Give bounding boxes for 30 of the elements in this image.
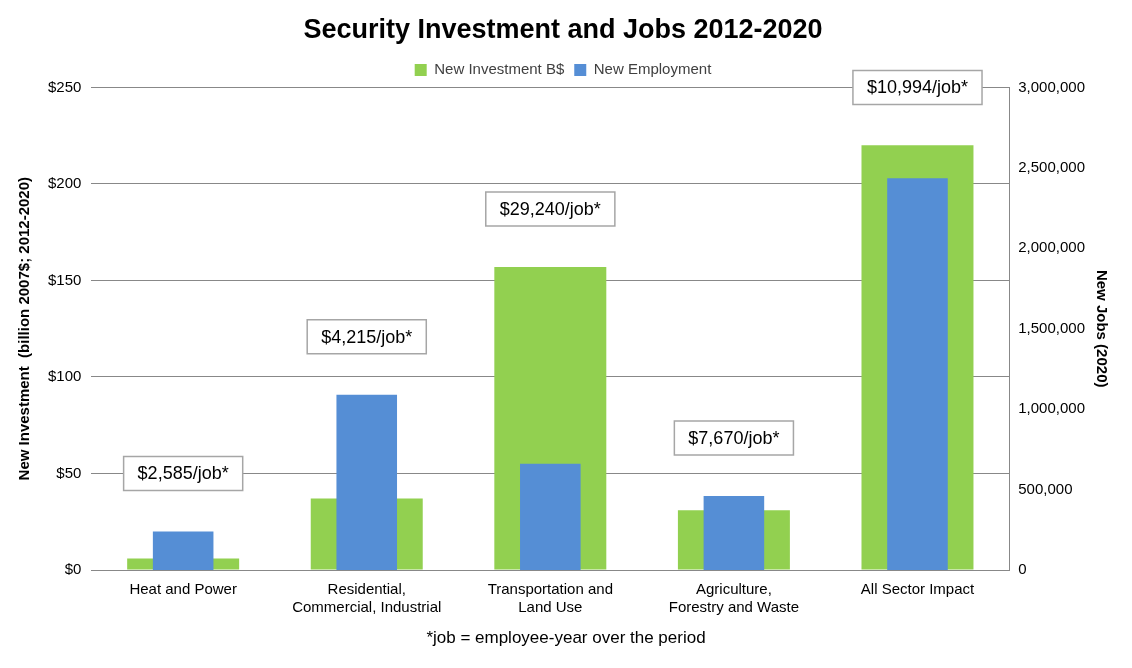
x-tick-label: Residential, Commercial, Industrial <box>292 580 442 616</box>
y-tick-label: $150 <box>47 270 82 288</box>
bar <box>520 463 581 570</box>
y-tick-label: $200 <box>47 174 82 192</box>
y2-tick-label: 3,000,000 <box>1018 77 1085 95</box>
legend-label: New Employment <box>593 60 713 78</box>
y-tick-label: $0 <box>64 560 82 578</box>
y-tick-label: $100 <box>47 367 82 385</box>
annotation: $2,585/job* <box>137 463 229 484</box>
y2-axis-title: New Jobs (2020) <box>1093 269 1111 388</box>
y2-tick-label: 2,000,000 <box>1018 238 1085 256</box>
legend-label: New Investment B$ <box>434 60 565 78</box>
y2-tick-label: 500,000 <box>1018 479 1073 497</box>
chart-title: Security Investment and Jobs 2012-2020 <box>303 13 823 44</box>
text: *job = employee-year over the period <box>425 628 707 648</box>
x-tick-label: Heat and Power <box>129 580 237 598</box>
x-tick-label: Transportation and Land Use <box>487 580 613 616</box>
annotation: $7,670/job* <box>688 427 780 448</box>
annotation: $10,994/job* <box>866 77 969 98</box>
x-tick-label: Agriculture, Forestry and Waste <box>668 580 800 616</box>
y2-tick-label: 0 <box>1018 560 1027 578</box>
y-tick-label: $250 <box>47 77 82 95</box>
y-tick-label: $50 <box>56 463 82 481</box>
y2-tick-label: 1,000,000 <box>1018 399 1085 417</box>
y2-tick-label: 2,500,000 <box>1018 157 1085 175</box>
x-tick-label: All Sector Impact <box>860 580 975 598</box>
annotation: $4,215/job* <box>321 326 413 347</box>
annotation: $29,240/job* <box>499 198 601 219</box>
y2-tick-label: 1,500,000 <box>1018 318 1085 336</box>
y-axis-title: New Investment (billion 2007$; 2012-2020) <box>15 176 33 481</box>
